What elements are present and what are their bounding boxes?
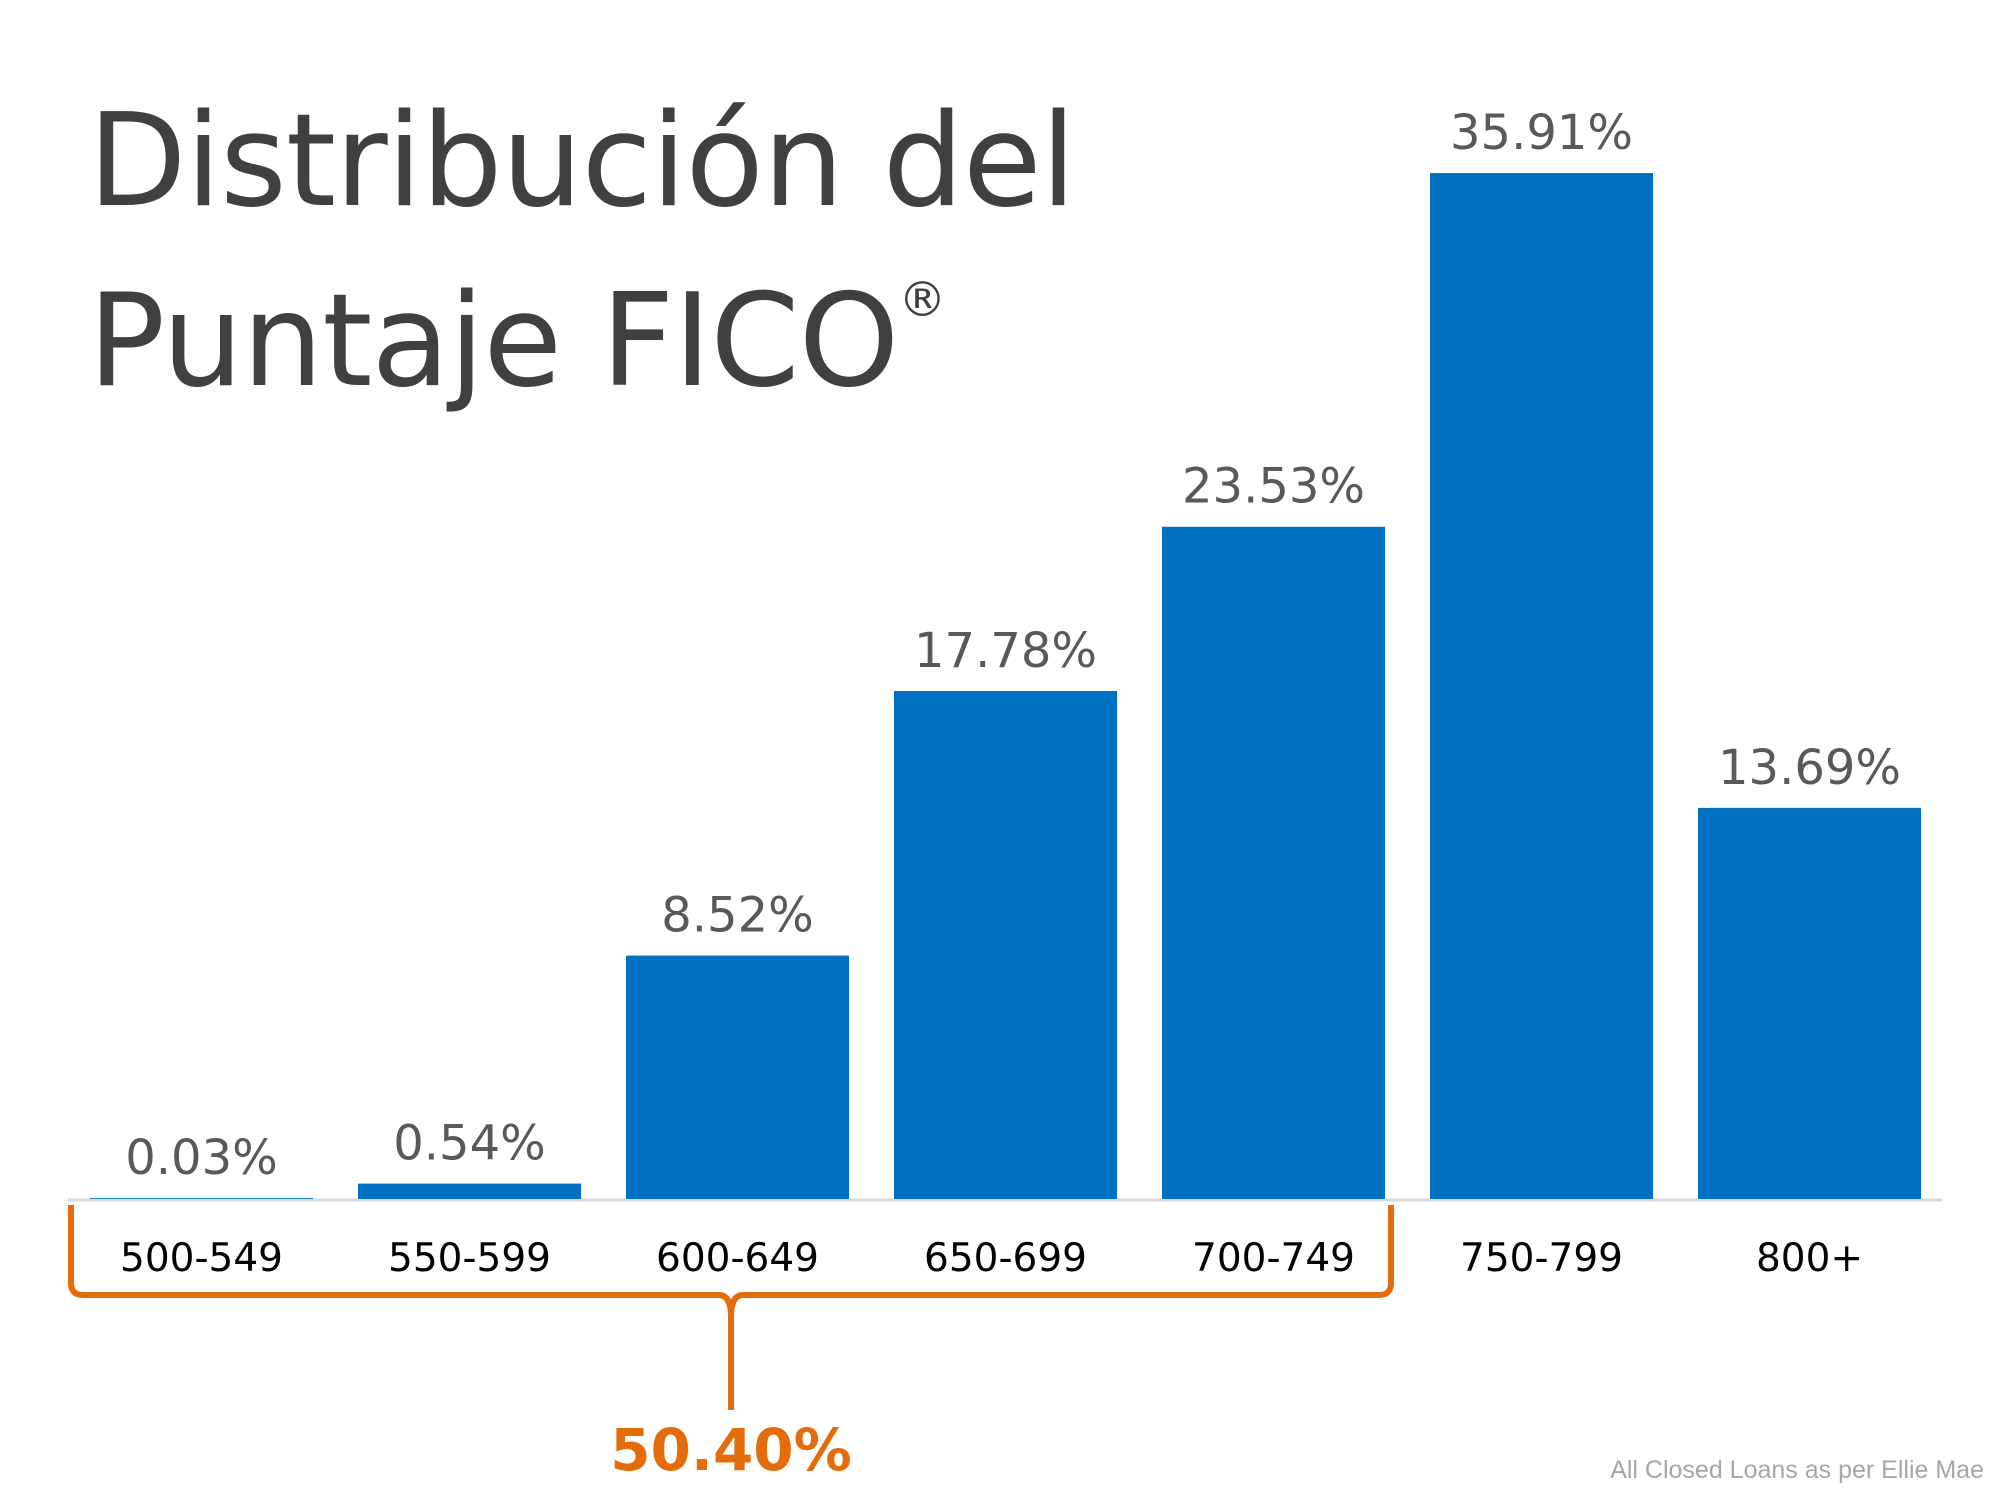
bar-700-749 — [1162, 526, 1385, 1199]
chart-title-line-1: Distribución del — [88, 87, 1076, 236]
bar-500-549 — [90, 1198, 313, 1199]
data-label: 0.03% — [125, 1130, 277, 1186]
x-tick-label: 500-549 — [120, 1236, 283, 1281]
data-label: 23.53% — [1182, 459, 1365, 515]
chart-title-line-2: Puntaje FICO® — [88, 276, 946, 406]
x-tick-label: 550-599 — [388, 1236, 551, 1281]
footnote: All Closed Loans as per Ellie Mae — [1610, 1456, 1984, 1484]
bar-550-599 — [358, 1183, 581, 1199]
x-tick-label: 700-749 — [1192, 1236, 1355, 1281]
bar-750-799 — [1430, 173, 1653, 1200]
chart-title-text: Puntaje FICO — [88, 267, 899, 416]
bracket-annotation — [68, 1205, 1394, 1410]
annotation-total-label: 50.40% — [610, 1416, 852, 1484]
data-label: 0.54% — [393, 1116, 545, 1172]
data-label: 8.52% — [661, 888, 813, 944]
x-tick-label: 600-649 — [656, 1236, 819, 1281]
x-tick-label: 750-799 — [1460, 1236, 1623, 1281]
bar-650-699 — [894, 691, 1117, 1199]
data-label: 17.78% — [914, 623, 1097, 679]
x-tick-label: 800+ — [1756, 1236, 1863, 1281]
registered-mark: ® — [898, 272, 946, 328]
data-label: 35.91% — [1450, 105, 1633, 161]
x-tick-label: 650-699 — [924, 1236, 1087, 1281]
bar-600-649 — [626, 955, 849, 1199]
data-label: 13.69% — [1718, 740, 1901, 796]
bar-800+ — [1698, 807, 1921, 1199]
